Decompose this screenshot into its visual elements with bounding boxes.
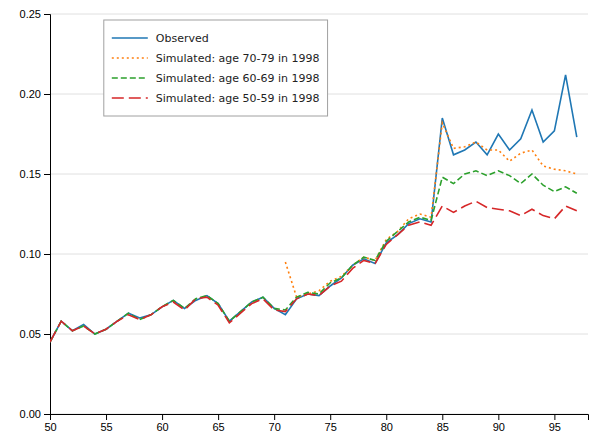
x-axis-tick-label: 60	[156, 421, 168, 433]
x-axis-tick-label: 65	[213, 421, 225, 433]
x-axis-tick-label: 50	[44, 421, 56, 433]
x-axis-tick-label: 95	[549, 421, 561, 433]
y-axis-tick: 0.05	[20, 328, 50, 340]
y-axis: 0.00 0.05 0.10 0.15 0.20 0.25	[20, 8, 51, 420]
legend-swatch	[112, 97, 148, 99]
x-axis-tick-mark	[498, 414, 499, 420]
y-axis-tick-mark	[44, 334, 50, 335]
y-axis-tick-mark	[44, 94, 50, 95]
x-axis-tick: 55	[100, 414, 112, 433]
grid-line	[50, 334, 588, 335]
series-line	[50, 201, 577, 342]
x-axis-tick-mark	[330, 414, 331, 420]
y-axis-tick-label: 0.15	[20, 168, 41, 180]
x-axis: 50 55 60 65 70 75 80 85 90 95	[44, 414, 588, 433]
legend-swatch	[112, 77, 148, 79]
x-axis-tick-mark	[442, 414, 443, 420]
x-axis-tick: 90	[493, 414, 505, 433]
x-axis-tick-mark	[274, 414, 275, 420]
y-axis-tick-label: 0.25	[20, 8, 41, 20]
legend-swatch	[112, 57, 148, 59]
legend: Observed Simulated: age 70-79 in 1998 Simu…	[104, 20, 328, 116]
legend-box	[104, 20, 328, 116]
y-axis-tick-mark	[44, 14, 50, 15]
y-axis-tick-mark	[44, 254, 50, 255]
x-axis-tick-mark	[386, 414, 387, 420]
grid-line	[50, 14, 588, 15]
legend-swatch	[112, 37, 148, 39]
x-axis-tick: 95	[549, 414, 561, 433]
x-axis-tick-mark	[106, 414, 107, 420]
y-axis-tick: 0.00	[20, 408, 50, 420]
x-axis-tick-mark	[218, 414, 219, 420]
x-axis-tick-label: 90	[493, 421, 505, 433]
y-axis-tick-label: 0.20	[20, 88, 41, 100]
x-axis-tick-label: 75	[325, 421, 337, 433]
x-axis-tick: 50	[44, 414, 56, 433]
x-axis-line	[51, 415, 589, 421]
legend-label: Simulated: age 50-59 in 1998	[156, 92, 320, 105]
x-axis-tick: 80	[381, 414, 393, 433]
x-axis-tick: 85	[437, 414, 449, 433]
y-axis-line	[44, 15, 51, 415]
y-axis-tick: 0.20	[20, 88, 50, 100]
x-axis-tick-label: 80	[381, 421, 393, 433]
y-axis-tick: 0.10	[20, 248, 50, 260]
x-axis-tick: 75	[325, 414, 337, 433]
legend-label: Observed	[156, 32, 209, 45]
series-line	[50, 171, 577, 342]
grid	[50, 14, 588, 414]
chart: 50 55 60 65 70 75 80 85 90 95 0.00 0.05 0.10 0.15 0.20…	[0, 0, 608, 444]
legend-label: Simulated: age 60-69 in 1998	[156, 72, 320, 85]
x-axis-tick-label: 85	[437, 421, 449, 433]
y-axis-tick: 0.25	[20, 8, 50, 20]
legend-label: Simulated: age 70-79 in 1998	[156, 52, 320, 65]
x-axis-tick: 60	[156, 414, 168, 433]
x-axis-tick-label: 70	[269, 421, 281, 433]
y-axis-tick-label: 0.00	[20, 408, 41, 420]
grid-line	[50, 254, 588, 255]
y-axis-tick-label: 0.10	[20, 248, 41, 260]
y-axis-tick-mark	[44, 174, 50, 175]
x-axis-tick-label: 55	[100, 421, 112, 433]
x-axis-tick: 70	[269, 414, 281, 433]
x-axis-tick-mark	[554, 414, 555, 420]
y-axis-tick-label: 0.05	[20, 328, 41, 340]
y-axis-tick: 0.15	[20, 168, 50, 180]
y-axis-tick-mark	[44, 414, 50, 415]
x-axis-tick-mark	[162, 414, 163, 420]
x-axis-tick: 65	[213, 414, 225, 433]
plot: 50 55 60 65 70 75 80 85 90 95 0.00 0.05 0.10 0.15 0.20…	[20, 8, 589, 433]
